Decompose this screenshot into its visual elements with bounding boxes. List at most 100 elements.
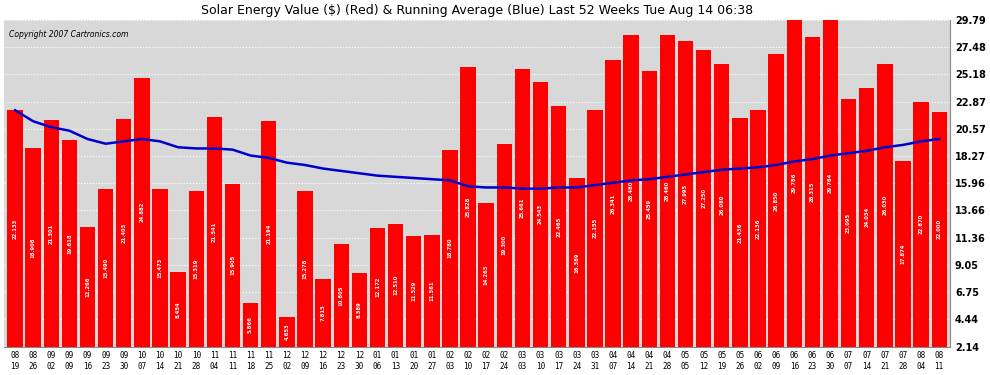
Bar [7,110,23,347]
Bar [225,184,241,346]
Bar [26,148,41,346]
Text: 15.278: 15.278 [303,259,308,279]
Bar [334,244,348,346]
Text: 5.866: 5.866 [248,316,253,333]
Text: 15.319: 15.319 [194,258,199,279]
Text: 21.301: 21.301 [49,223,53,243]
Text: 15.473: 15.473 [157,258,162,278]
Text: 25.661: 25.661 [520,197,525,218]
Bar [551,106,566,346]
Bar [841,99,856,346]
Bar [768,54,784,346]
Bar [243,303,258,346]
Bar [714,64,730,346]
Text: 26.030: 26.030 [882,195,887,216]
Bar [696,50,712,346]
Text: 19.300: 19.300 [502,235,507,255]
Bar [116,119,132,346]
Text: 19.618: 19.618 [67,233,72,254]
Text: 29.764: 29.764 [828,173,833,194]
Text: 25.459: 25.459 [646,199,651,219]
Text: 27.250: 27.250 [701,188,706,208]
Bar [515,69,530,347]
Bar [823,20,839,346]
Text: 21.436: 21.436 [738,222,742,243]
Text: 8.389: 8.389 [356,301,361,318]
Text: 24.882: 24.882 [140,202,145,222]
Bar [877,64,893,346]
Bar [932,112,946,346]
Text: 21.403: 21.403 [121,223,127,243]
Bar [460,66,476,347]
Text: Copyright 2007 Cartronics.com: Copyright 2007 Cartronics.com [9,30,129,39]
Text: 11.561: 11.561 [430,280,435,301]
Text: 4.653: 4.653 [284,323,289,340]
Text: 22.133: 22.133 [13,218,18,238]
Bar [80,227,95,346]
Bar [170,272,186,346]
Bar [297,191,313,346]
Bar [914,102,929,346]
Text: 28.480: 28.480 [629,181,634,201]
Bar [351,273,367,346]
Title: Solar Energy Value ($) (Red) & Running Average (Blue) Last 52 Weeks Tue Aug 14 0: Solar Energy Value ($) (Red) & Running A… [201,4,753,17]
Text: 26.850: 26.850 [773,190,778,211]
Text: 11.529: 11.529 [411,281,416,301]
Bar [478,203,494,346]
Text: 14.263: 14.263 [484,265,489,285]
Bar [188,191,204,346]
Bar [533,82,548,346]
Text: 22.136: 22.136 [755,218,760,238]
Text: 8.454: 8.454 [175,301,180,318]
Bar [569,178,584,346]
Bar [98,189,113,346]
Bar [624,35,639,346]
Bar [316,279,331,346]
Text: 22.000: 22.000 [937,219,941,239]
Bar [605,60,621,346]
Bar [406,236,422,346]
Text: 15.490: 15.490 [103,258,108,278]
Text: 27.995: 27.995 [683,184,688,204]
Bar [207,117,222,346]
Bar [369,228,385,346]
Bar [859,88,874,346]
Bar [678,41,693,346]
Text: 21.194: 21.194 [266,224,271,244]
Bar [261,122,276,346]
Text: 22.465: 22.465 [556,216,561,237]
Text: 21.541: 21.541 [212,222,217,242]
Bar [642,71,657,347]
Text: 12.266: 12.266 [85,276,90,297]
Text: 18.780: 18.780 [447,238,452,258]
Text: 24.543: 24.543 [538,204,544,224]
Text: 28.460: 28.460 [665,181,670,201]
Bar [152,189,167,346]
Text: 7.815: 7.815 [321,304,326,321]
Bar [895,160,911,346]
Text: 15.905: 15.905 [230,255,235,275]
Text: 26.080: 26.080 [720,195,725,215]
Bar [750,110,765,347]
Text: 16.389: 16.389 [574,252,579,273]
Bar [443,150,457,346]
Bar [497,144,512,346]
Text: 22.870: 22.870 [919,214,924,234]
Bar [135,78,149,347]
Bar [805,37,820,346]
Text: 12.510: 12.510 [393,275,398,296]
Text: 29.786: 29.786 [792,173,797,194]
Text: 25.828: 25.828 [465,196,470,217]
Text: 24.034: 24.034 [864,207,869,227]
Bar [44,120,59,346]
Text: 23.095: 23.095 [846,213,851,233]
Bar [733,118,747,346]
Bar [61,140,77,346]
Text: 12.172: 12.172 [375,277,380,297]
Bar [659,36,675,346]
Text: 10.805: 10.805 [339,285,344,306]
Bar [424,235,440,346]
Bar [587,110,603,346]
Bar [279,317,295,346]
Text: 22.155: 22.155 [592,218,597,238]
